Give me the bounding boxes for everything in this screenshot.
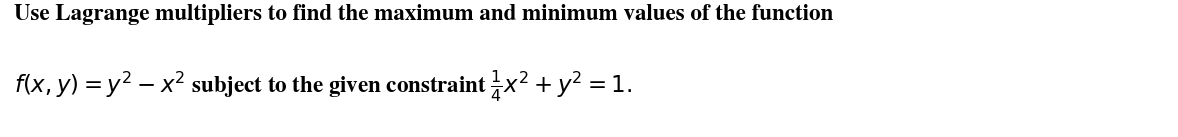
Text: $f(x,y) = y^2 - x^2$ subject to the given constraint $\frac{1}{4}x^2 + y^2 = 1.$: $f(x,y) = y^2 - x^2$ subject to the give…: [14, 68, 633, 104]
Text: Use Lagrange multipliers to find the maximum and minimum values of the function: Use Lagrange multipliers to find the max…: [14, 4, 833, 25]
